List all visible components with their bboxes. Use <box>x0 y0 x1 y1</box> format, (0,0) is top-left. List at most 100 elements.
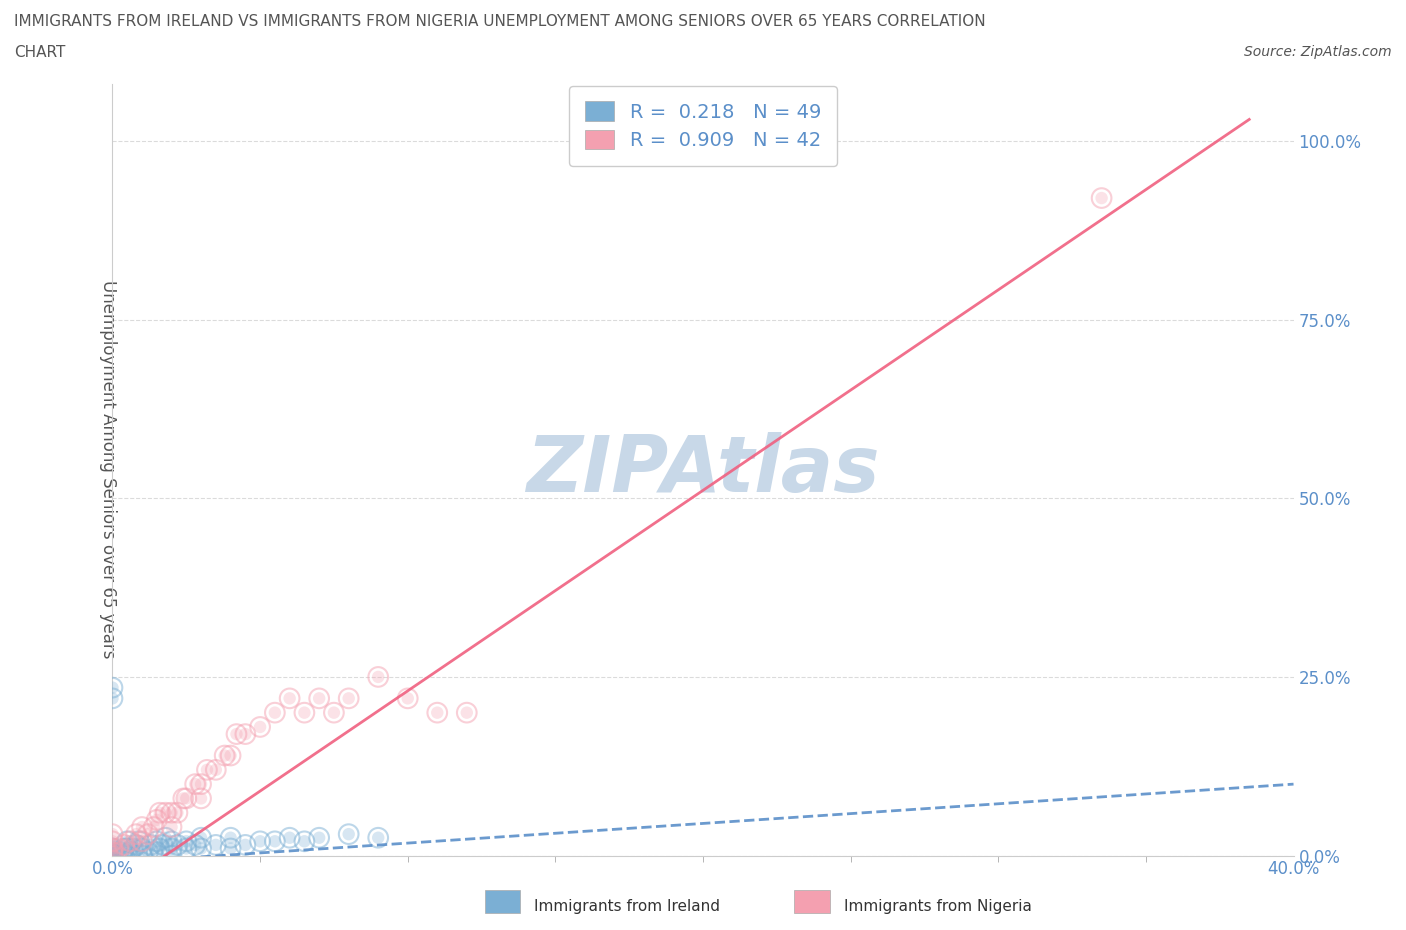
Text: ZIPAtlas: ZIPAtlas <box>526 432 880 508</box>
Point <box>101 848 124 863</box>
Point <box>249 834 271 849</box>
Point <box>160 819 183 834</box>
Point <box>107 848 129 863</box>
Point <box>152 837 174 852</box>
Point <box>101 848 124 863</box>
Point <box>174 834 197 849</box>
Point <box>122 841 145 856</box>
Point <box>101 848 124 863</box>
Point <box>146 844 169 859</box>
Point <box>456 705 478 720</box>
Point <box>117 848 138 863</box>
Point <box>122 841 145 856</box>
Point <box>117 834 138 849</box>
Point <box>264 834 287 849</box>
Point <box>131 819 153 834</box>
Point <box>131 848 153 863</box>
Point <box>174 834 197 849</box>
Text: IMMIGRANTS FROM IRELAND VS IMMIGRANTS FROM NIGERIA UNEMPLOYMENT AMONG SENIORS OV: IMMIGRANTS FROM IRELAND VS IMMIGRANTS FR… <box>14 14 986 29</box>
Point <box>131 848 153 863</box>
Point <box>101 827 124 842</box>
Point <box>249 834 271 849</box>
Point <box>292 834 315 849</box>
Point <box>131 841 153 856</box>
Point <box>128 834 150 849</box>
Point <box>101 834 124 849</box>
Point <box>101 680 124 695</box>
Point <box>131 841 153 856</box>
Point <box>160 805 183 820</box>
Point <box>249 720 271 735</box>
Point <box>155 805 177 820</box>
Point <box>166 805 188 820</box>
Point <box>219 748 242 763</box>
Point <box>456 705 478 720</box>
Point <box>149 805 172 820</box>
Point <box>142 819 165 834</box>
Point <box>101 848 124 863</box>
Point <box>101 691 124 706</box>
Point <box>155 805 177 820</box>
Point <box>112 841 135 856</box>
Point <box>219 841 242 856</box>
Point <box>278 830 301 845</box>
Point <box>131 834 153 849</box>
Text: Source: ZipAtlas.com: Source: ZipAtlas.com <box>1244 45 1392 59</box>
Point <box>136 844 159 859</box>
Point <box>101 848 124 863</box>
Point <box>139 837 162 852</box>
Point <box>101 841 124 856</box>
Point <box>101 691 124 706</box>
Point <box>278 691 301 706</box>
Point <box>101 680 124 695</box>
Point <box>146 813 169 828</box>
Point <box>190 791 212 806</box>
Point <box>125 827 148 842</box>
Point <box>323 705 346 720</box>
Point <box>160 848 183 863</box>
Point <box>101 834 124 849</box>
Point <box>184 777 207 791</box>
Point <box>101 841 124 856</box>
Text: Immigrants from Ireland: Immigrants from Ireland <box>534 899 720 914</box>
Point <box>367 670 389 684</box>
Point <box>149 841 172 856</box>
Point <box>205 763 228 777</box>
Point <box>160 805 183 820</box>
Point <box>205 837 228 852</box>
Point <box>146 834 169 849</box>
Point <box>292 705 315 720</box>
Point <box>131 819 153 834</box>
Point <box>174 791 197 806</box>
Point <box>264 834 287 849</box>
Point <box>278 830 301 845</box>
Point <box>117 848 138 863</box>
Point <box>110 844 132 859</box>
Point <box>205 837 228 852</box>
Point <box>101 848 124 863</box>
Point <box>205 763 228 777</box>
Point <box>110 844 132 859</box>
Point <box>142 819 165 834</box>
Point <box>117 841 138 856</box>
Point <box>214 748 236 763</box>
Point <box>120 844 142 859</box>
Point <box>1091 191 1114 206</box>
Point <box>219 748 242 763</box>
Point <box>160 834 183 849</box>
Point <box>233 837 256 852</box>
Point <box>308 830 330 845</box>
Point <box>233 726 256 741</box>
Point <box>174 841 197 856</box>
Point <box>136 827 159 842</box>
Point <box>264 705 287 720</box>
Point <box>225 726 247 741</box>
Point <box>396 691 419 706</box>
Point <box>292 705 315 720</box>
Point <box>146 844 169 859</box>
Point <box>323 705 346 720</box>
Point <box>160 848 183 863</box>
Point <box>308 691 330 706</box>
Point <box>396 691 419 706</box>
Point <box>101 844 124 859</box>
